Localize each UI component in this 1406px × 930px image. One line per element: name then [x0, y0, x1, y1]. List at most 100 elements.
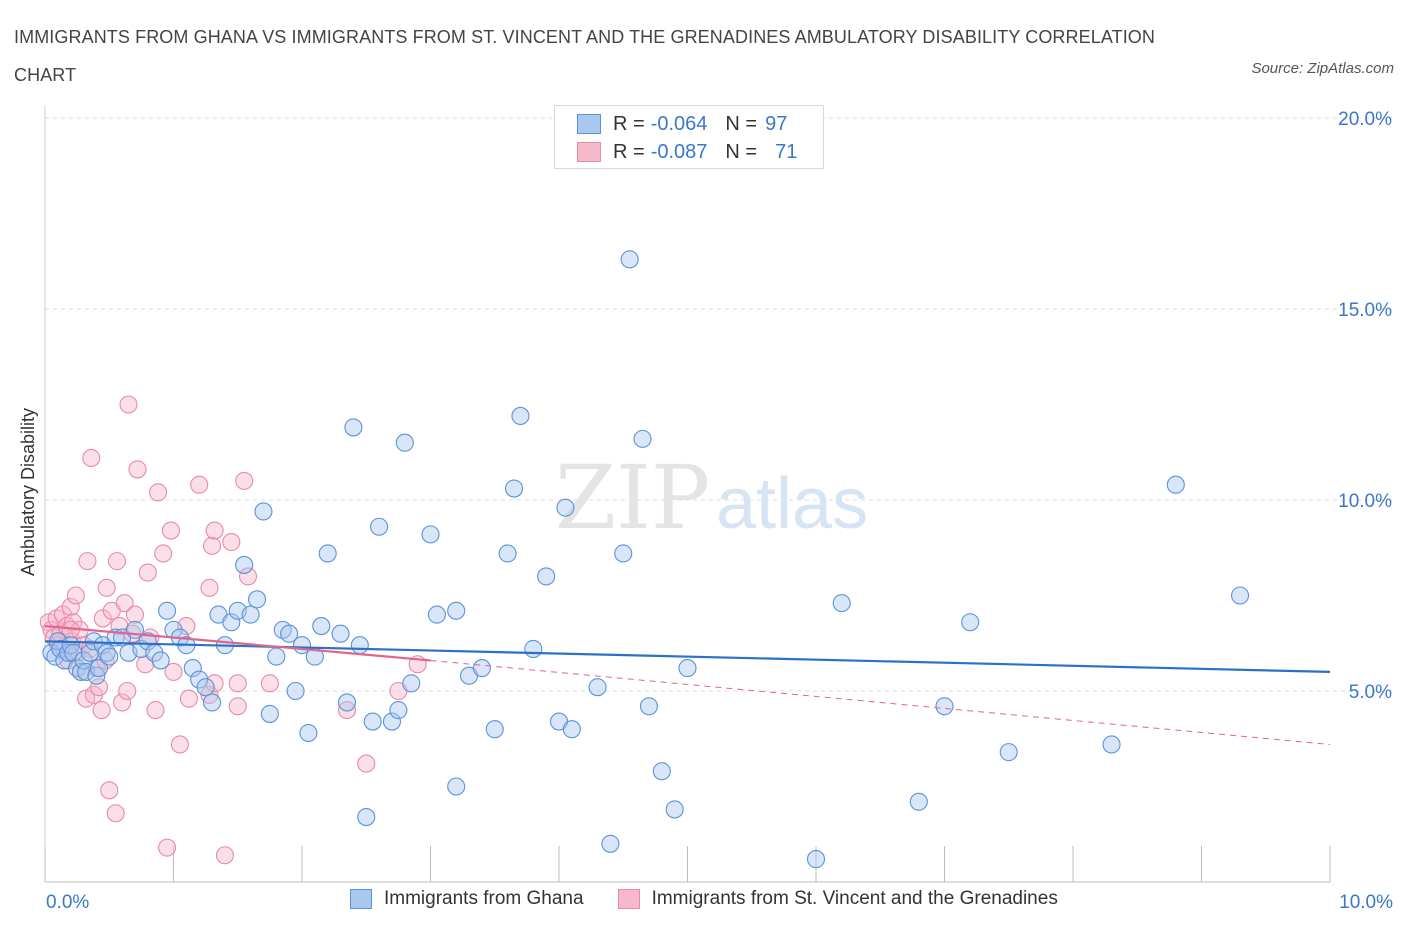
data-point-ghana: [190, 670, 209, 689]
data-point-ghana: [832, 594, 851, 613]
data-point-ghana: [299, 723, 318, 743]
data-point-ghana: [363, 712, 382, 731]
data-point-svg: [53, 605, 73, 624]
data-point-svg: [89, 678, 109, 697]
data-point-ghana: [562, 720, 581, 739]
data-point-svg: [125, 605, 144, 624]
legend-row-ghana: R = -0.064 N = 97: [577, 111, 787, 137]
data-point-svg: [170, 735, 189, 754]
data-point-svg: [228, 697, 247, 716]
data-point-svg: [107, 552, 127, 571]
data-point-ghana: [222, 613, 241, 632]
data-point-ghana: [196, 678, 215, 697]
data-point-ghana: [402, 674, 421, 693]
series-ghana-points: [42, 250, 1250, 869]
data-point-svg: [138, 563, 157, 582]
data-point-ghana: [331, 624, 350, 643]
data-point-ghana: [601, 834, 620, 853]
data-point-ghana: [447, 601, 466, 620]
legend-n-value-svg: 71: [775, 140, 798, 163]
data-point-svg: [215, 846, 234, 865]
data-point-svg: [78, 552, 97, 571]
data-point-ghana: [241, 605, 260, 624]
data-point-svg: [238, 567, 258, 586]
data-point-ghana: [183, 659, 202, 678]
data-point-svg: [190, 475, 209, 494]
data-point-svg: [222, 532, 241, 552]
y-tick-label: 15.0%: [1338, 300, 1392, 321]
legend-swatch-ghana: [350, 889, 372, 909]
data-point-svg: [128, 460, 147, 479]
legend-r-label: R =: [613, 112, 645, 135]
legend-item-svg[interactable]: Immigrants from St. Vincent and the Gren…: [617, 888, 1058, 910]
data-point-ghana: [74, 651, 93, 670]
data-point-ghana: [71, 662, 91, 681]
trend-lines: [44, 624, 1331, 745]
data-point-ghana: [504, 479, 524, 498]
data-point-svg: [118, 681, 137, 701]
data-point-svg: [82, 448, 101, 468]
data-point-ghana: [312, 617, 331, 636]
data-point-ghana: [286, 681, 305, 701]
data-point-svg: [200, 578, 219, 597]
data-point-ghana: [537, 567, 556, 586]
data-point-svg: [337, 701, 357, 720]
y-tick-label: 20.0%: [1338, 109, 1392, 130]
data-point-ghana: [806, 850, 826, 869]
data-point-ghana: [235, 555, 254, 574]
data-point-ghana: [614, 544, 633, 563]
series-svg-points: [39, 395, 427, 865]
data-point-ghana: [472, 659, 491, 678]
data-point-ghana: [511, 406, 530, 426]
data-point-ghana: [100, 647, 119, 666]
data-point-ghana: [395, 433, 414, 452]
x-tick-label: 10.0%: [1339, 892, 1393, 913]
data-point-ghana: [260, 704, 279, 723]
source-label: Source: ZipAtlas.com: [1251, 60, 1394, 77]
legend-n-value-ghana: 97: [765, 112, 788, 135]
data-point-ghana: [620, 250, 639, 269]
data-point-ghana: [909, 792, 928, 811]
data-point-ghana: [999, 743, 1018, 762]
data-point-svg: [164, 662, 183, 681]
data-point-ghana: [1231, 586, 1250, 605]
data-point-ghana: [357, 808, 376, 827]
data-point-ghana: [267, 647, 286, 666]
axes: [44, 846, 1331, 883]
data-point-svg: [235, 471, 254, 490]
data-point-svg: [161, 521, 180, 540]
legend-r-value-ghana: -0.064: [650, 112, 708, 135]
data-point-ghana: [89, 659, 109, 678]
data-point-svg: [260, 674, 279, 693]
data-point-ghana: [138, 632, 157, 651]
data-point-ghana: [254, 502, 273, 521]
data-point-svg: [66, 586, 85, 605]
legend-item-ghana[interactable]: Immigrants from Ghana: [350, 888, 584, 910]
data-point-ghana: [280, 624, 299, 643]
legend-swatch-svg: [617, 889, 640, 909]
data-point-ghana: [498, 544, 517, 563]
data-point-ghana: [447, 777, 466, 796]
data-point-ghana: [427, 605, 446, 624]
legend-row-svg: R = -0.087 N = 71: [577, 139, 797, 165]
data-point-ghana: [350, 636, 369, 655]
stats-legend: R = -0.064 N = 97 R = -0.087 N = 71: [554, 105, 824, 169]
data-point-svg: [228, 674, 247, 693]
data-point-ghana: [935, 697, 954, 716]
data-point-svg: [92, 701, 111, 720]
data-point-ghana: [382, 712, 402, 731]
data-point-ghana: [421, 525, 440, 544]
data-point-svg: [149, 483, 168, 502]
data-point-ghana: [389, 701, 408, 720]
data-point-svg: [113, 693, 132, 712]
data-point-ghana: [203, 693, 222, 712]
trend-line-svg-extrapolated: [430, 659, 1331, 745]
data-point-svg: [97, 578, 116, 597]
trend-line-ghana: [44, 640, 1331, 673]
data-point-ghana: [151, 651, 170, 670]
data-point-svg: [357, 754, 376, 773]
data-point-ghana: [1166, 475, 1185, 494]
data-point-ghana: [556, 498, 575, 517]
legend-swatch-ghana: [577, 114, 601, 134]
